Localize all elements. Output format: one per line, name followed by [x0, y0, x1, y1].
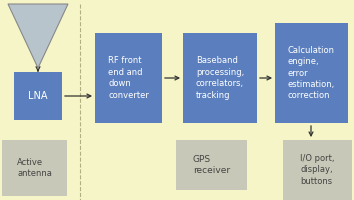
Text: GPS
receiver: GPS receiver [193, 155, 230, 175]
Text: Active
antenna: Active antenna [17, 158, 52, 178]
Bar [95, 33, 162, 123]
Polygon shape [8, 4, 68, 68]
Bar [14, 72, 62, 120]
Bar [183, 33, 257, 123]
Bar [275, 23, 348, 123]
Text: RF front
end and
down
converter: RF front end and down converter [108, 56, 149, 100]
Text: LNA: LNA [28, 91, 48, 101]
Bar [176, 140, 247, 190]
Bar [283, 140, 352, 200]
Text: I/O port,
display,
buttons: I/O port, display, buttons [300, 154, 335, 186]
Bar [2, 140, 67, 196]
Text: Calculation
engine,
error
estimation,
correction: Calculation engine, error estimation, co… [288, 46, 335, 100]
Text: Baseband
processing,
correlators,
tracking: Baseband processing, correlators, tracki… [196, 56, 244, 100]
